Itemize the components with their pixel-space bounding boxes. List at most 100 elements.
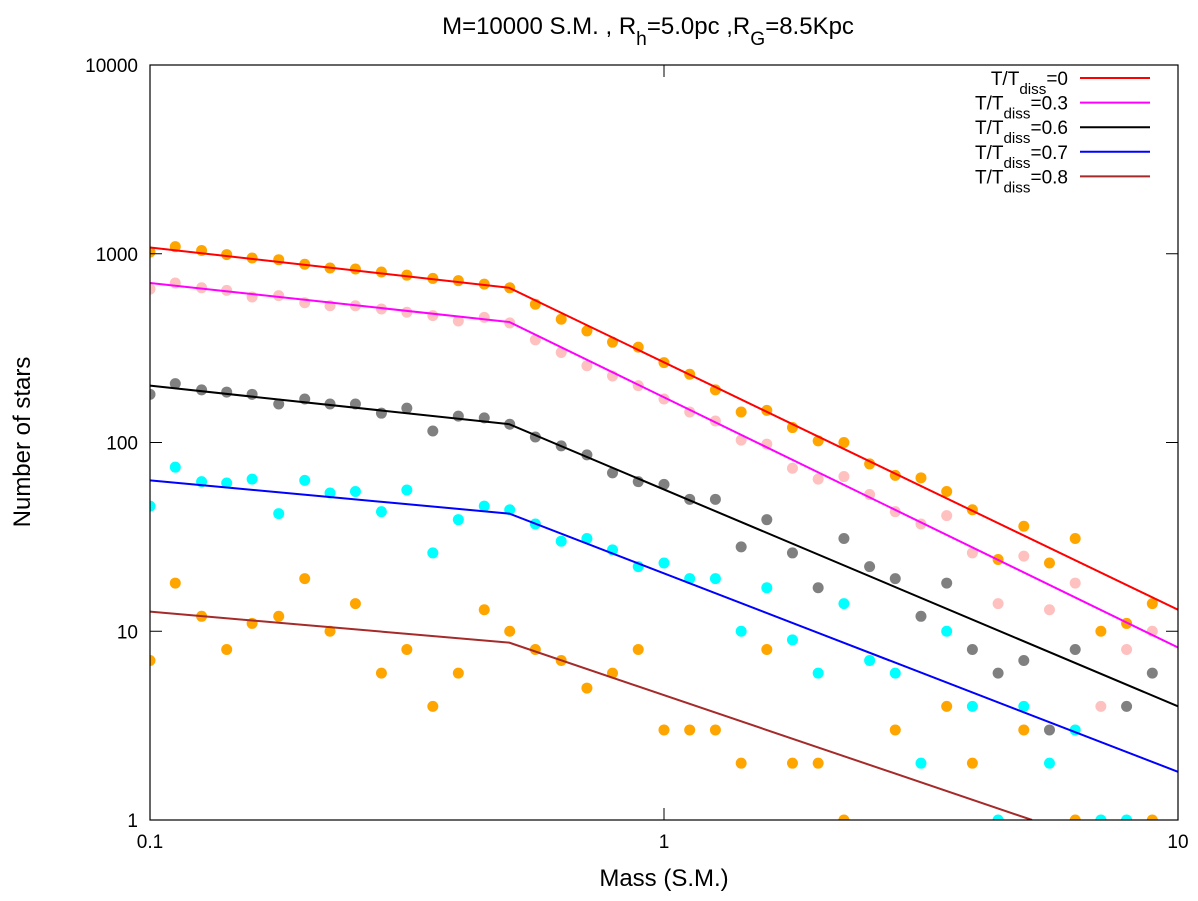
data-point	[427, 310, 439, 322]
data-point	[889, 724, 901, 736]
data-point	[1146, 667, 1158, 679]
data-point	[786, 634, 798, 646]
data-point	[478, 311, 490, 323]
text-part: =5.0pc ,R	[647, 13, 750, 40]
y-tick-label: 100	[106, 434, 138, 455]
data-point	[992, 667, 1004, 679]
data-point	[169, 461, 181, 473]
text-part: T/T	[975, 94, 1004, 115]
data-point	[992, 598, 1004, 610]
text-part: =0	[1046, 69, 1068, 90]
x-tick-label: 0.1	[137, 832, 163, 853]
data-point	[401, 269, 413, 281]
data-point	[349, 486, 361, 498]
data-point	[966, 700, 978, 712]
subscript: diss	[1003, 105, 1030, 122]
data-point	[169, 378, 181, 390]
data-point	[324, 487, 336, 499]
data-point	[427, 425, 439, 437]
text-part: =8.5Kpc	[765, 13, 854, 40]
data-point	[607, 467, 619, 479]
subscript: diss	[1003, 154, 1030, 171]
data-point	[889, 573, 901, 585]
subscript: diss	[1003, 130, 1030, 147]
data-point	[150, 500, 156, 512]
y-tick-label: 1000	[96, 245, 138, 266]
data-point	[150, 283, 156, 295]
text-part: =0.3	[1030, 94, 1068, 115]
data-point	[761, 644, 773, 656]
data-point	[1018, 724, 1030, 736]
data-point	[838, 598, 850, 610]
data-point	[150, 654, 156, 666]
data-point	[915, 472, 927, 484]
data-point	[581, 325, 593, 337]
data-point	[299, 573, 311, 585]
legend-label: T/Tdiss=0.3	[975, 94, 1068, 123]
data-point	[735, 541, 747, 553]
data-point	[632, 644, 644, 656]
data-point	[915, 757, 927, 769]
data-point	[273, 610, 285, 622]
data-point	[555, 313, 567, 325]
data-point	[452, 275, 464, 287]
data-point	[941, 625, 953, 637]
data-point	[169, 577, 181, 589]
data-point	[324, 625, 336, 637]
data-point	[375, 667, 387, 679]
data-point	[709, 384, 721, 396]
data-point	[196, 384, 208, 396]
text-part: =0.7	[1030, 143, 1068, 164]
data-point	[1069, 577, 1081, 589]
data-point	[504, 625, 516, 637]
data-point	[812, 667, 824, 679]
data-point	[1018, 520, 1030, 532]
data-point	[246, 473, 258, 485]
data-point	[709, 493, 721, 505]
data-point	[375, 266, 387, 278]
data-point	[1069, 644, 1081, 656]
data-point	[1069, 814, 1081, 820]
data-point	[684, 724, 696, 736]
text-part: T/T	[991, 69, 1020, 90]
text-part: T/T	[975, 167, 1004, 188]
data-point	[1018, 654, 1030, 666]
data-point	[1043, 604, 1055, 616]
data-point	[221, 249, 233, 261]
y-tick-label: 10000	[85, 56, 138, 77]
text-part: =0.6	[1030, 118, 1068, 139]
x-tick-label: 10	[1167, 832, 1188, 853]
data-point	[452, 667, 464, 679]
data-point	[273, 290, 285, 302]
data-point	[786, 547, 798, 559]
data-point	[838, 437, 850, 448]
data-point	[838, 471, 850, 483]
data-point	[941, 486, 953, 498]
data-point	[299, 474, 311, 486]
data-point	[273, 398, 285, 410]
data-point	[735, 434, 747, 446]
data-point	[581, 533, 593, 545]
data-point	[992, 814, 1004, 820]
plot-area	[150, 241, 1178, 820]
data-point	[941, 577, 953, 589]
data-point	[1018, 550, 1030, 562]
data-point	[1018, 700, 1030, 712]
text-part: T/T	[975, 118, 1004, 139]
series-line	[150, 281, 1178, 649]
subscript: h	[636, 29, 647, 50]
data-point	[1043, 557, 1055, 569]
data-point	[735, 406, 747, 418]
data-point	[658, 478, 670, 490]
data-point	[786, 757, 798, 769]
data-point	[150, 388, 156, 400]
data-point	[864, 458, 876, 470]
data-point	[966, 547, 978, 559]
subscript: G	[750, 29, 765, 50]
data-point	[812, 473, 824, 485]
data-point	[838, 533, 850, 545]
data-point	[246, 388, 258, 400]
data-point	[427, 700, 439, 712]
x-axis-label: Mass (S.M.)	[599, 865, 728, 892]
